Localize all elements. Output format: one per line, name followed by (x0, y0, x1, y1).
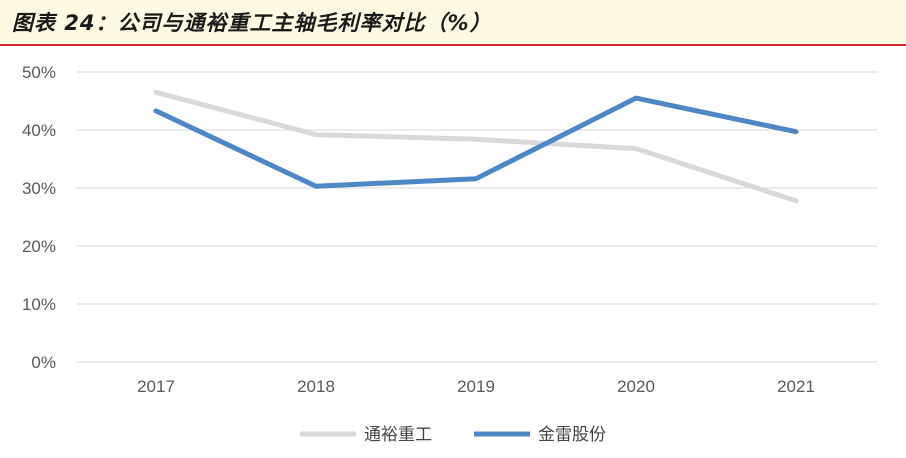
plot-area: 0% 10% 20% 30% 40% 50% 2017 2018 2019 2020 2021 通裕重… (0, 46, 906, 454)
series-line (153, 89, 799, 204)
y-tick-label: 50% (22, 63, 56, 82)
x-tick-label: 2020 (617, 377, 655, 396)
y-tick-label: 40% (22, 121, 56, 140)
y-tick-label: 30% (22, 179, 56, 198)
chart-title: 图表 24：公司与通裕重工主轴毛利率对比（%） (12, 11, 492, 35)
x-tick-label: 2021 (777, 377, 815, 396)
y-tick-label: 20% (22, 237, 56, 256)
legend-label: 金雷股份 (538, 425, 606, 445)
series-line (153, 95, 799, 189)
y-tick-label: 0% (31, 353, 56, 372)
title-bar: 图表 24：公司与通裕重工主轴毛利率对比（%） (0, 0, 906, 46)
x-tick-label: 2017 (137, 377, 175, 396)
x-tick-label: 2019 (457, 377, 495, 396)
legend-label: 通裕重工 (364, 425, 432, 445)
line-chart: 0% 10% 20% 30% 40% 50% 2017 2018 2019 2020 2021 通裕重… (22, 63, 878, 445)
x-tick-label: 2018 (297, 377, 335, 396)
y-tick-label: 10% (22, 295, 56, 314)
